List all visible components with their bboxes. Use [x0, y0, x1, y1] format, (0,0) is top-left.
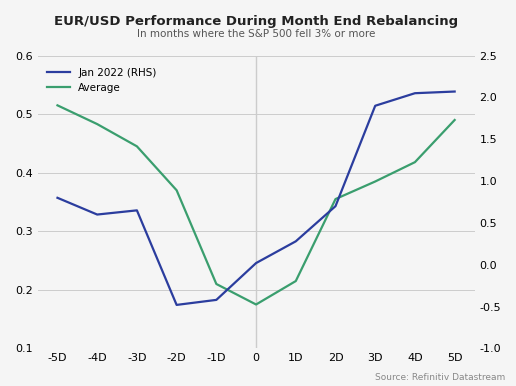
Jan 2022 (RHS): [134, 208, 140, 213]
Title: EUR/USD Performance During Month End Rebalancing: EUR/USD Performance During Month End Reb…: [54, 15, 458, 28]
Jan 2022 (RHS): [253, 261, 259, 266]
Text: In months where the S&P 500 fell 3% or more: In months where the S&P 500 fell 3% or m…: [137, 29, 375, 39]
Line: Jan 2022 (RHS): Jan 2022 (RHS): [57, 91, 455, 305]
Average: [372, 179, 378, 184]
Legend: Jan 2022 (RHS), Average: Jan 2022 (RHS), Average: [43, 64, 161, 97]
Jan 2022 (RHS): [412, 91, 418, 95]
Jan 2022 (RHS): [372, 103, 378, 108]
Jan 2022 (RHS): [332, 204, 338, 208]
Line: Average: Average: [57, 105, 455, 305]
Average: [332, 197, 338, 201]
Jan 2022 (RHS): [293, 239, 299, 244]
Jan 2022 (RHS): [452, 89, 458, 94]
Average: [94, 122, 100, 126]
Jan 2022 (RHS): [54, 195, 60, 200]
Jan 2022 (RHS): [213, 298, 219, 302]
Average: [452, 118, 458, 122]
Average: [54, 103, 60, 108]
Average: [412, 160, 418, 164]
Jan 2022 (RHS): [94, 212, 100, 217]
Jan 2022 (RHS): [173, 303, 180, 307]
Average: [213, 282, 219, 286]
Average: [253, 302, 259, 307]
Text: Source: Refinitiv Datastream: Source: Refinitiv Datastream: [376, 373, 506, 382]
Average: [134, 144, 140, 149]
Average: [293, 279, 299, 283]
Average: [173, 188, 180, 193]
